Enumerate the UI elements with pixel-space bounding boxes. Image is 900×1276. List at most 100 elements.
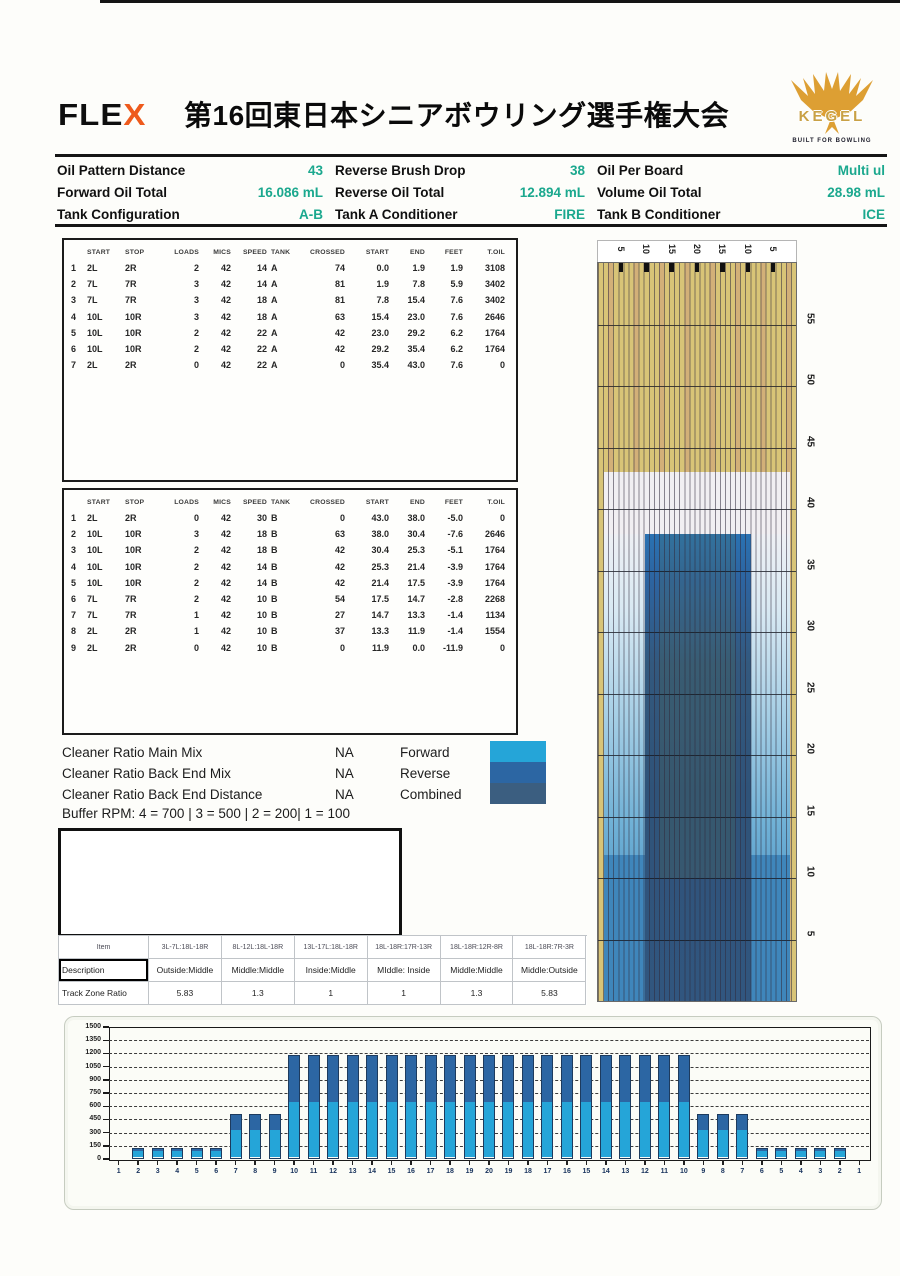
lane-board-tick: [745, 263, 751, 272]
oil-bar-reverse-segment: [133, 1149, 144, 1152]
load-table-cell: 17.5: [407, 577, 425, 588]
load-table-cell: 10: [256, 594, 267, 605]
oil-bar-reverse-segment: [834, 1149, 845, 1152]
load-table-row: 1 2L 2R 0 42 30 B 0 43.0 38.0 -5.0 0: [69, 510, 516, 526]
load-table-cell: 7.6: [450, 311, 463, 322]
track-table-cell: 1.3: [440, 982, 514, 1005]
x-axis-tick-label: 17: [426, 1168, 435, 1175]
lane-board-tick: [644, 263, 649, 272]
x-axis-tick: [683, 1160, 685, 1165]
load-table-cell: 14.7: [407, 594, 425, 605]
x-axis-tick: [156, 1160, 159, 1165]
horizontal-gridline: [109, 1053, 869, 1055]
lane-board-tick: [694, 263, 700, 272]
load-table-row: 8 2L 2R 1 42 10 B 37 13.3 11.9 -1.4 1554: [69, 623, 516, 639]
load-table-cell: 63: [334, 529, 345, 540]
load-table-cell: 3: [193, 311, 199, 322]
x-axis-tick-label: 7: [233, 1168, 238, 1175]
load-table-cell: 43.0: [371, 513, 389, 524]
load-table-cell: 0: [499, 513, 505, 524]
y-axis-tick-label: 600: [89, 1102, 101, 1110]
load-table-cell: 81: [334, 279, 345, 290]
oil-bar-reverse-segment: [347, 1055, 358, 1103]
load-table-row: 1 2L 2R 2 42 14 A 74 0.0 1.9 1.9 3108: [69, 260, 516, 276]
oil-bar-reverse-segment: [425, 1055, 436, 1103]
forward-color-swatch: [490, 741, 546, 762]
y-axis-tick: [103, 1131, 109, 1134]
oil-bar-reverse-segment: [600, 1055, 611, 1103]
info-value: 16.086 mL: [257, 184, 323, 200]
x-axis-tick: [624, 1160, 627, 1165]
load-table-cell: 1134: [485, 610, 505, 621]
load-table-cell: 2L: [87, 360, 98, 371]
x-axis-tick: [293, 1160, 295, 1165]
oil-bar: [210, 1148, 223, 1159]
horizontal-gridline: [109, 1040, 869, 1042]
y-axis-tick: [103, 1092, 109, 1094]
load-table-cell: 38.0: [407, 513, 425, 524]
lane-board-label: 10: [641, 243, 652, 254]
load-table-cell: 42: [220, 577, 231, 588]
load-table-cell: B: [271, 513, 278, 524]
oil-bar: [366, 1054, 379, 1159]
track-table-row-header: Track Zone Ratio: [59, 982, 149, 1005]
x-axis-tick: [644, 1160, 646, 1165]
oil-bar-reverse-segment: [756, 1149, 767, 1152]
oil-bar: [151, 1148, 164, 1159]
load-table-cell: 21.4: [371, 577, 389, 588]
load-table-cell: 22: [256, 327, 267, 338]
track-table-cell: Middle:Middle: [221, 959, 295, 982]
load-table-cell: 2646: [484, 529, 505, 540]
x-axis-tick: [800, 1160, 802, 1165]
x-axis-tick: [702, 1160, 705, 1165]
oil-bar-forward-segment: [756, 1151, 767, 1158]
load-table-cell: 17.5: [371, 594, 389, 605]
reverse-load-table-body: START STOP LOADS MICS SPEED TANK CROSSED START E…: [64, 490, 516, 656]
load-table-cell: 11.9: [371, 642, 389, 653]
oil-bar: [444, 1054, 457, 1159]
lane-board-label: 20: [692, 243, 702, 254]
oil-bar-forward-segment: [464, 1102, 475, 1158]
lane-distance-label: 15: [804, 804, 816, 816]
load-table-cell: 10: [256, 626, 267, 637]
track-table-cell: 1: [367, 982, 441, 1005]
x-axis-tick-label: 17: [543, 1168, 552, 1175]
lane-board-label: 5: [768, 246, 779, 252]
load-table-cell: 1.9: [450, 263, 463, 274]
load-table-cell: -7.6: [447, 529, 463, 540]
load-table-cell: 4: [71, 311, 77, 322]
load-table-row: 7 7L 7R 1 42 10 B 27 14.7 13.3 -1.4 1134: [69, 607, 516, 623]
oil-bar-forward-segment: [445, 1102, 456, 1158]
x-axis-tick: [663, 1160, 666, 1165]
kegel-eagle-icon: [791, 72, 873, 134]
load-table-cell: 23.0: [407, 311, 425, 322]
load-table-row: 9 2L 2R 0 42 10 B 0 11.9 0.0 -11.9 0: [69, 640, 516, 656]
oil-bar-reverse-segment: [776, 1149, 787, 1152]
load-table-cell: 63: [334, 311, 345, 322]
x-axis-tick-label: 10: [290, 1168, 299, 1175]
cleaner-backend-distance-label: Cleaner Ratio Back End Distance: [62, 787, 263, 802]
load-table-cell: 4: [71, 561, 77, 572]
load-table-cell: 1764: [484, 545, 505, 556]
load-table-cell: 10R: [125, 577, 142, 588]
flex-logo-x: X: [123, 97, 147, 132]
x-axis-tick: [761, 1160, 763, 1165]
oil-bar: [405, 1054, 418, 1159]
load-table-cell: 5.9: [450, 279, 463, 290]
load-table-row: 6 10L 10R 2 42 22 A 42 29.2 35.4 6.2 1764: [69, 341, 516, 357]
oil-bar: [755, 1148, 768, 1159]
cleaner-backend-mix-value: NA: [335, 766, 354, 781]
oil-bar-forward-segment: [717, 1130, 728, 1158]
load-table-cell: 1: [193, 626, 199, 637]
load-table-cell: 42: [220, 594, 231, 605]
lane-distance-label: 40: [804, 496, 816, 509]
load-table-cell: 10L: [87, 577, 103, 588]
x-axis-tick-label: 8: [253, 1168, 258, 1175]
x-axis-tick: [605, 1160, 607, 1165]
cleaner-backend-mix-label: Cleaner Ratio Back End Mix: [62, 766, 231, 781]
oil-bar-reverse-segment: [737, 1115, 748, 1131]
oil-bar: [521, 1054, 534, 1159]
x-axis-tick: [507, 1160, 510, 1165]
load-table-cell: 2L: [87, 626, 98, 637]
load-table-cell: -3.9: [447, 561, 463, 572]
